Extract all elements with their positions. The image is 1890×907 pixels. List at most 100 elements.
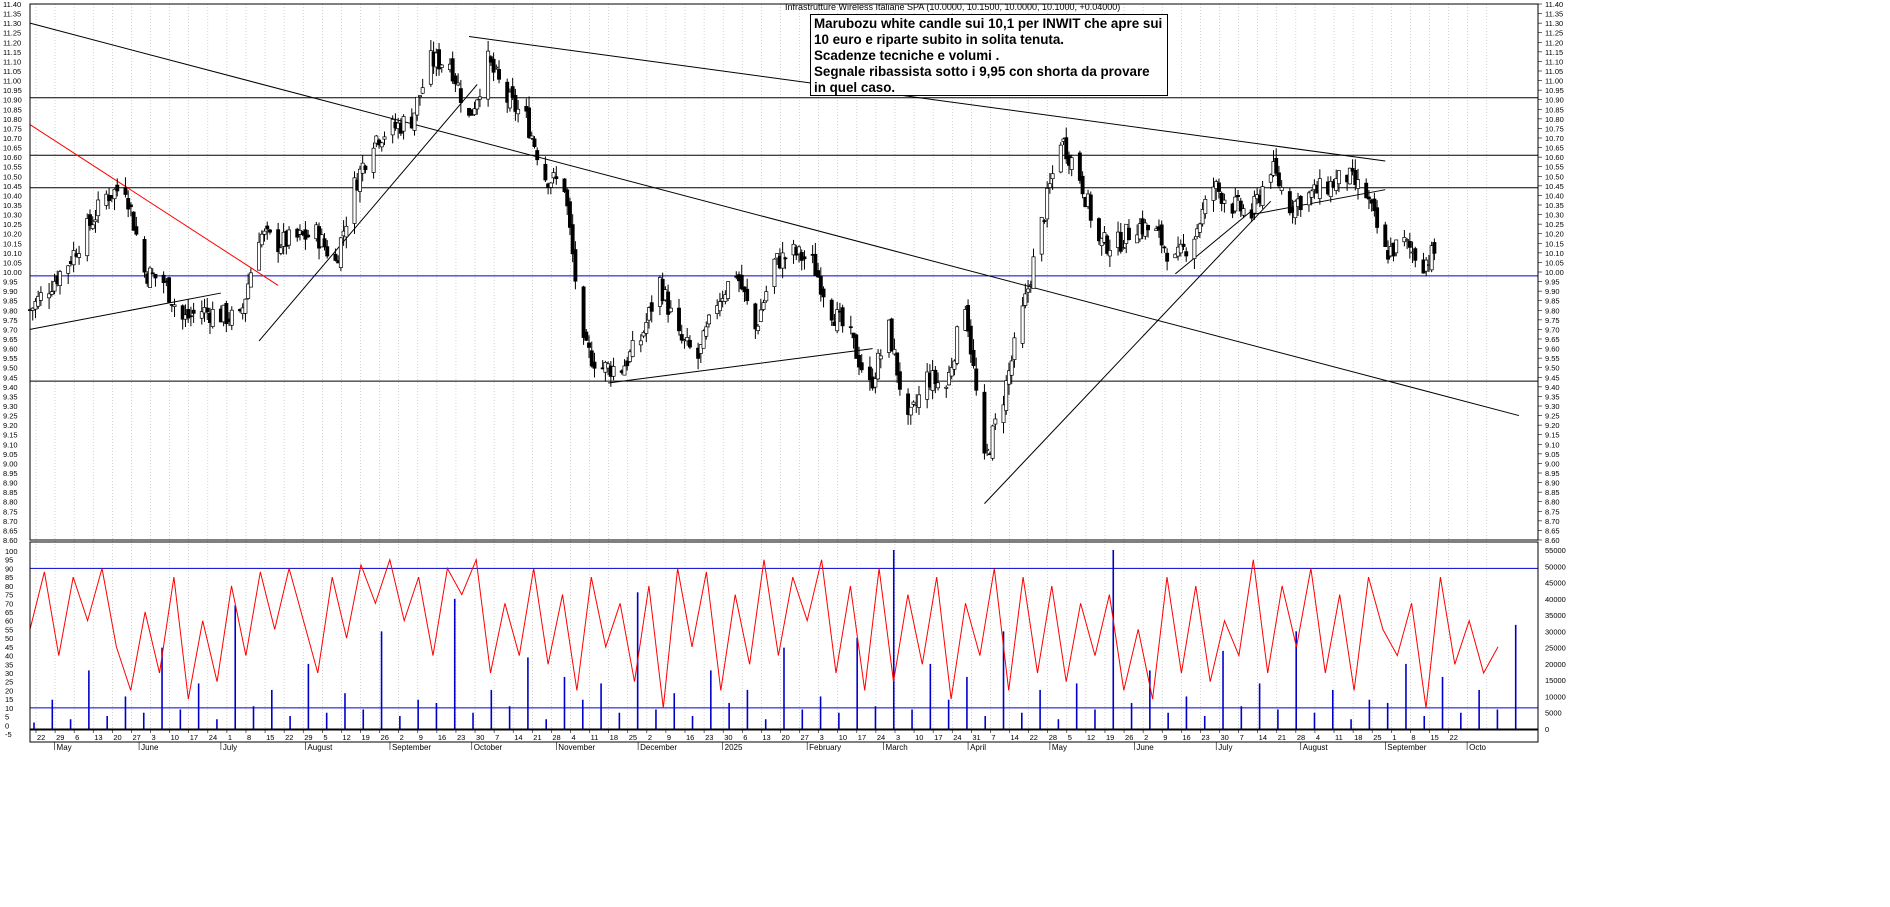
month-label: June <box>1136 743 1154 752</box>
candle-body <box>1127 227 1131 241</box>
price-axis-label-right: 10.00 <box>1545 268 1564 277</box>
candle-body <box>1009 360 1014 376</box>
date-tick-label: 14 <box>514 733 522 742</box>
trendline <box>29 22 1520 417</box>
candle-body <box>1165 252 1170 262</box>
date-tick-label: 3 <box>896 733 900 742</box>
candle-body <box>581 286 586 338</box>
candle-body <box>1394 239 1399 254</box>
candle-body <box>529 135 534 139</box>
date-tick-label: 3 <box>820 733 824 742</box>
date-tick-label: 16 <box>1182 733 1190 742</box>
price-axis-label-left: 9.10 <box>3 440 18 449</box>
price-axis-label-right: 9.65 <box>1545 335 1560 344</box>
oscillator-axis-label: 10 <box>5 704 13 713</box>
candle-body <box>49 291 54 295</box>
date-tick-label: 29 <box>56 733 64 742</box>
price-axis-label-right: 8.75 <box>1545 507 1560 516</box>
oscillator-axis-label: 75 <box>5 591 13 600</box>
candle-body <box>532 138 537 148</box>
date-tick-label: 9 <box>1163 733 1167 742</box>
oscillator-axis-label: 100 <box>5 547 18 556</box>
candle-body <box>142 239 147 273</box>
candle-body <box>797 246 801 255</box>
candle-body <box>38 292 43 301</box>
candle-body <box>1058 144 1063 173</box>
candle-body <box>428 50 433 85</box>
candle-body <box>679 334 684 341</box>
candle-body <box>1268 174 1273 183</box>
candle-body <box>453 75 458 85</box>
chart-title: Infrastrutture Wireless Italiane SPA (10… <box>785 2 1121 12</box>
candle-body <box>949 367 954 377</box>
date-tick-label: 19 <box>362 733 370 742</box>
candle-body <box>818 275 823 295</box>
candle-body <box>1372 198 1377 211</box>
date-tick-label: 10 <box>915 733 923 742</box>
price-axis-label-right: 8.95 <box>1545 469 1560 478</box>
price-axis-label-left: 10.75 <box>3 124 22 133</box>
oscillator-axis-label: 40 <box>5 652 13 661</box>
candle-body <box>698 344 703 354</box>
candle-body <box>420 87 425 94</box>
candle-body <box>199 311 204 319</box>
price-axis-label-left: 9.50 <box>3 364 18 373</box>
price-axis-label-right: 9.40 <box>1545 383 1560 392</box>
candle-body <box>584 331 589 341</box>
price-axis-label-left: 11.15 <box>3 48 21 57</box>
date-tick-label: 12 <box>1087 733 1095 742</box>
candle-body <box>71 250 76 266</box>
price-axis-label-left: 9.55 <box>3 354 18 363</box>
date-tick-label: 22 <box>1030 733 1038 742</box>
date-tick-label: 13 <box>762 733 770 742</box>
candle-body <box>246 283 251 299</box>
volume-axis-label: 20000 <box>1545 660 1566 669</box>
candle-body <box>1298 196 1303 211</box>
month-label: September <box>392 743 431 752</box>
candle-body <box>1375 207 1380 228</box>
date-axis-frame <box>29 729 1539 743</box>
candle-body <box>1293 200 1298 219</box>
month-label: February <box>809 743 841 752</box>
candle-body <box>1200 209 1205 225</box>
trendline <box>1251 189 1386 216</box>
oscillator-axis-label: 25 <box>5 678 13 687</box>
price-axis-label-left: 9.20 <box>3 421 18 430</box>
candles-layer <box>28 40 1437 461</box>
candle-body <box>90 224 95 229</box>
candle-body <box>248 272 253 288</box>
candle-body <box>933 369 938 384</box>
oscillator-axis-label: 15 <box>5 695 13 704</box>
candle-body <box>867 366 872 381</box>
date-tick-label: 21 <box>1278 733 1286 742</box>
candle-body <box>1260 186 1265 206</box>
candle-body <box>717 301 722 312</box>
candle-body <box>1088 194 1093 221</box>
candle-body <box>153 273 158 279</box>
price-axis-label-left: 10.70 <box>3 134 22 143</box>
price-axis-label-right: 9.35 <box>1545 392 1560 401</box>
price-axis-label-right: 10.05 <box>1545 258 1564 267</box>
candle-body <box>439 64 444 68</box>
date-tick-label: 23 <box>1201 733 1209 742</box>
candle-body <box>1287 191 1292 214</box>
candle-body <box>966 305 971 332</box>
candle-body <box>1118 231 1123 252</box>
candle-body <box>685 337 690 342</box>
price-axis-label-right: 11.30 <box>1545 19 1563 28</box>
price-axis-label-right: 9.05 <box>1545 450 1560 459</box>
volume-axis-label: 45000 <box>1545 579 1566 588</box>
price-axis-label-right: 9.80 <box>1545 306 1560 315</box>
candle-body <box>1181 243 1186 247</box>
candle-body <box>911 401 916 405</box>
price-axis-label-left: 9.85 <box>3 297 18 306</box>
candle-body <box>535 150 540 161</box>
candle-body <box>1353 169 1358 185</box>
candle-body <box>333 253 338 261</box>
candle-body <box>186 309 191 319</box>
volume-axis-label: 40000 <box>1545 595 1566 604</box>
price-axis-label-left: 8.90 <box>3 479 18 488</box>
trendline <box>984 200 1272 504</box>
candle-body <box>1364 182 1369 199</box>
candle-body <box>565 189 570 207</box>
